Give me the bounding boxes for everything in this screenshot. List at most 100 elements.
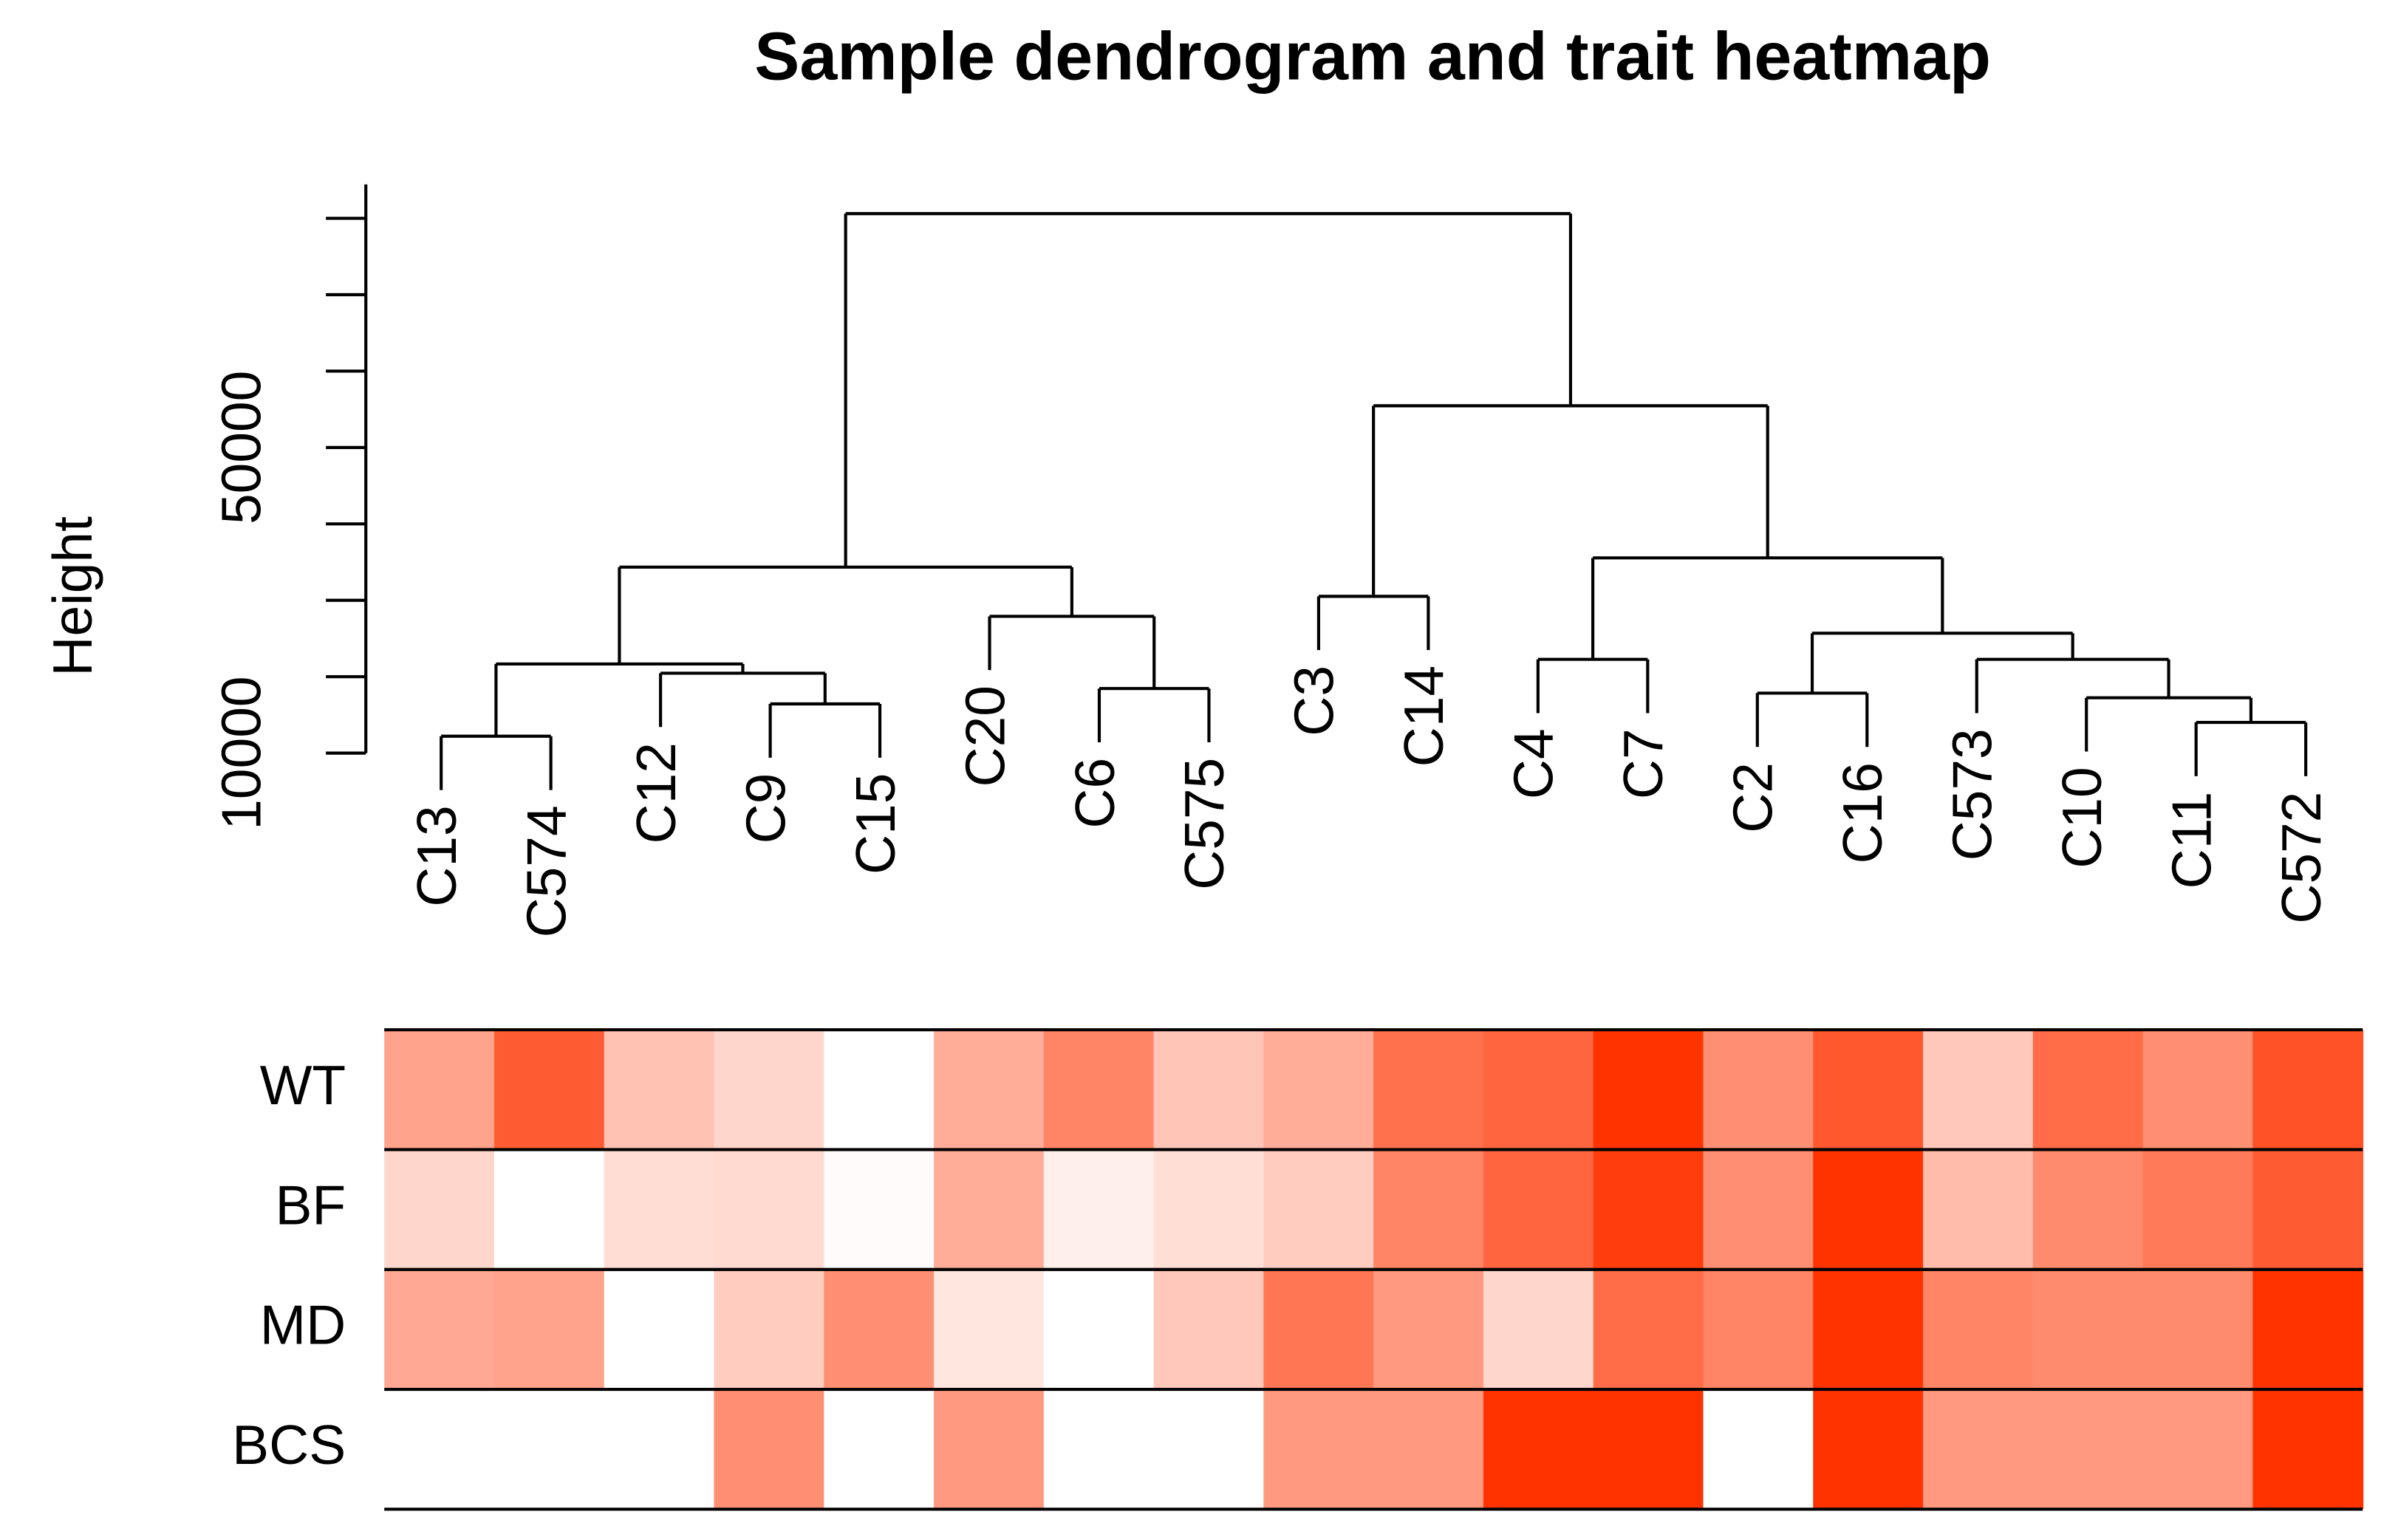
heatmap-cell (1043, 1149, 1155, 1270)
heatmap-cell (493, 1269, 605, 1390)
heatmap-cell (934, 1030, 1045, 1150)
heatmap-cell (1593, 1030, 1704, 1150)
chart-title: Sample dendrogram and trait heatmap (754, 18, 1991, 94)
heatmap-cell (934, 1389, 1045, 1510)
heatmap-cell (2142, 1269, 2254, 1390)
heatmap-cell (934, 1149, 1045, 1270)
leaf-label: C6 (1064, 758, 1126, 829)
leaf-label: C575 (1173, 758, 1235, 890)
heatmap-cell (1813, 1149, 1924, 1270)
y-axis-label: Height (41, 516, 103, 677)
heatmap-cell (1483, 1389, 1594, 1510)
leaf-label: C13 (406, 805, 468, 906)
heatmap-cell (384, 1030, 496, 1150)
heatmap-cell (1153, 1269, 1265, 1390)
heatmap-cell (1813, 1389, 1924, 1510)
heatmap-cell (1923, 1389, 2034, 1510)
heatmap-cell (1813, 1269, 1924, 1390)
heatmap-cell (604, 1389, 715, 1510)
heatmap-cell (934, 1269, 1045, 1390)
heatmap-cell (1483, 1149, 1594, 1270)
heatmap-cell (1923, 1030, 2034, 1150)
heatmap-cell (493, 1149, 605, 1270)
heatmap-cell (824, 1030, 935, 1150)
heatmap-cell (604, 1149, 715, 1270)
heatmap-cell (2252, 1030, 2364, 1150)
leaf-label: C11 (2160, 792, 2222, 889)
leaf-label: C9 (734, 773, 796, 844)
leaf-label: C20 (954, 685, 1016, 787)
heatmap-cell (824, 1149, 935, 1270)
heatmap-cell (714, 1030, 825, 1150)
heatmap-cell (1263, 1269, 1375, 1390)
heatmap-cell (2032, 1030, 2144, 1150)
heatmap-cell (1483, 1269, 1594, 1390)
heatmap-cell (2032, 1389, 2144, 1510)
heatmap-cell (1153, 1030, 1265, 1150)
heatmap-cell (714, 1149, 825, 1270)
heatmap-cell (2032, 1149, 2144, 1270)
heatmap-cell (1043, 1269, 1155, 1390)
heatmap-cell (1153, 1389, 1265, 1510)
heatmap-cell (2252, 1149, 2364, 1270)
heatmap-cell (1153, 1149, 1265, 1270)
heatmap-cell (1373, 1389, 1484, 1510)
heatmap-cell (1703, 1389, 1814, 1510)
leaf-label: C7 (1612, 728, 1674, 799)
heatmap-cell (1373, 1030, 1484, 1150)
trait-label: BCS (232, 1414, 346, 1476)
leaf-label: C572 (2270, 792, 2332, 924)
heatmap-cell (1593, 1389, 1704, 1510)
heatmap-cell (824, 1389, 935, 1510)
heatmap-cell (604, 1269, 715, 1390)
heatmap-cell (493, 1030, 605, 1150)
leaf-label: C574 (515, 805, 577, 937)
leaf-label: C16 (1831, 762, 1893, 863)
heatmap-cell (1593, 1269, 1704, 1390)
heatmap-cell (2252, 1269, 2364, 1390)
leaf-label: C573 (1941, 728, 2004, 860)
trait-label: BF (275, 1174, 346, 1236)
leaf-label: C10 (2051, 767, 2113, 868)
heatmap-cell (1483, 1030, 1594, 1150)
heatmap-cell (1373, 1149, 1484, 1270)
heatmap-cell (1923, 1269, 2034, 1390)
heatmap-cell (1923, 1149, 2034, 1270)
heatmap-cell (1813, 1030, 1924, 1150)
heatmap-cell (2142, 1030, 2254, 1150)
heatmap-cell (384, 1389, 496, 1510)
leaf-label: C4 (1503, 728, 1565, 799)
heatmap-cell (1703, 1030, 1814, 1150)
heatmap-cell (2032, 1269, 2144, 1390)
heatmap-cell (1263, 1149, 1375, 1270)
heatmap-cell (1263, 1389, 1375, 1510)
heatmap-cell (2252, 1389, 2364, 1510)
leaf-label: C14 (1393, 665, 1455, 767)
leaf-label: C3 (1283, 665, 1345, 736)
heatmap-cell (1703, 1269, 1814, 1390)
heatmap-cell (714, 1269, 825, 1390)
heatmap-cell (1263, 1030, 1375, 1150)
trait-label: WT (260, 1054, 346, 1116)
leaf-label: C15 (844, 773, 906, 875)
heatmap-cell (384, 1269, 496, 1390)
heatmap-cell (1043, 1030, 1155, 1150)
heatmap-cell (493, 1389, 605, 1510)
heatmap-cell (1703, 1149, 1814, 1270)
heatmap-cell (714, 1389, 825, 1510)
heatmap-cell (2142, 1389, 2254, 1510)
heatmap-cell (2142, 1149, 2254, 1270)
heatmap-cell (604, 1030, 715, 1150)
heatmap-cell (824, 1269, 935, 1390)
heatmap-cell (1373, 1269, 1484, 1390)
heatmap-cell (1043, 1389, 1155, 1510)
trait-label: MD (260, 1294, 346, 1356)
y-tick-label: 10000 (211, 676, 273, 829)
heatmap-cell (384, 1149, 496, 1270)
leaf-label: C12 (625, 742, 687, 843)
heatmap-cell (1593, 1149, 1704, 1270)
y-tick-label: 50000 (211, 371, 273, 524)
leaf-label: C2 (1722, 762, 1784, 833)
